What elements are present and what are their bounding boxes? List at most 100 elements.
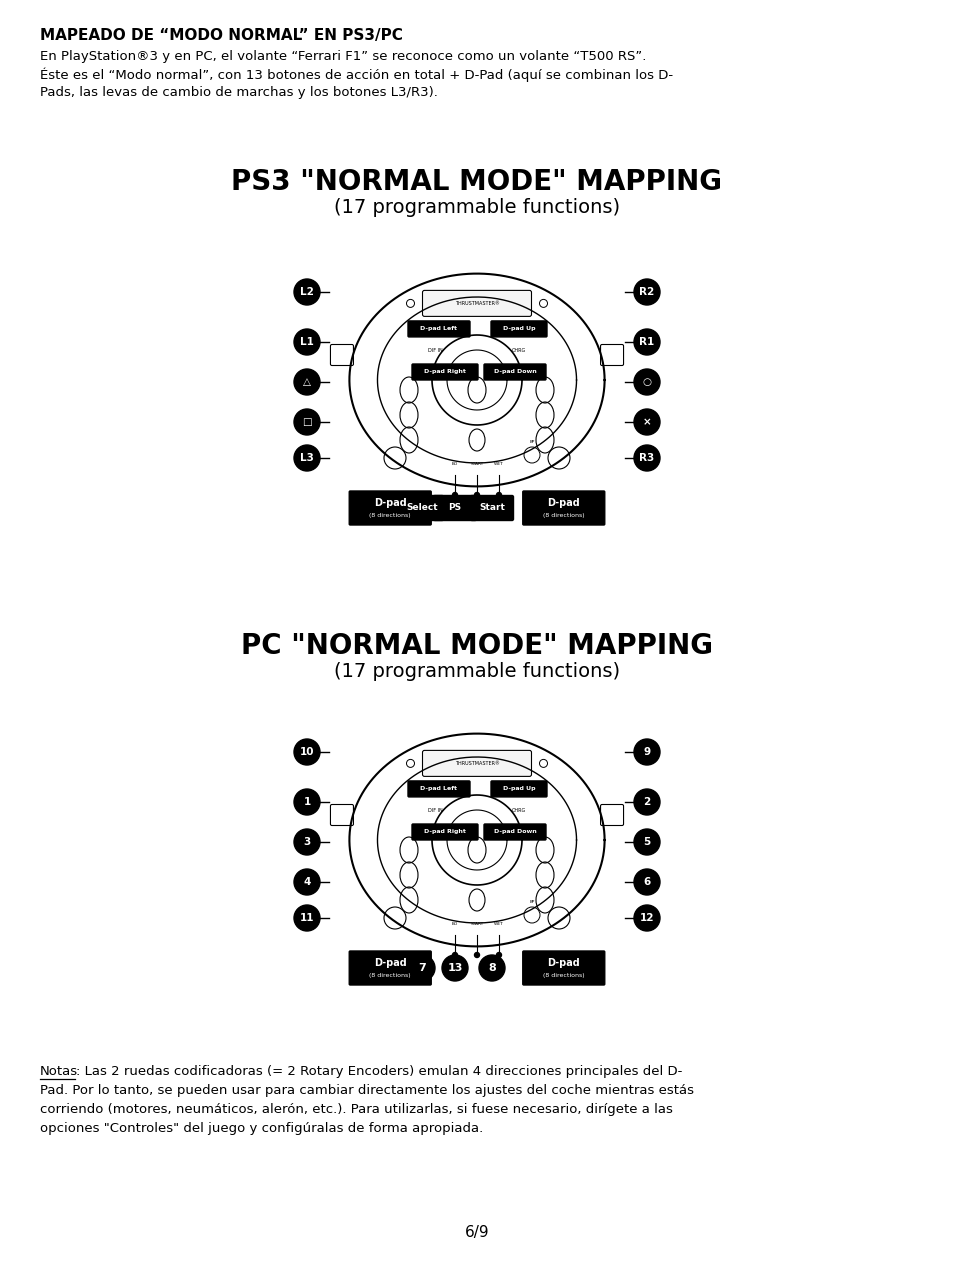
Circle shape [409,955,435,981]
Text: Éste es el “Modo normal”, con 13 botones de acción en total + D-Pad (aquí se com: Éste es el “Modo normal”, con 13 botones… [40,67,673,83]
Text: BP: BP [529,440,534,444]
FancyBboxPatch shape [349,951,431,985]
FancyBboxPatch shape [330,804,353,826]
Circle shape [496,953,501,958]
Text: D-pad Up: D-pad Up [502,327,535,332]
Circle shape [294,829,319,855]
Circle shape [634,739,659,764]
Circle shape [294,369,319,396]
Text: THRUSTMASTER®: THRUSTMASTER® [455,761,498,766]
Text: (17 programmable functions): (17 programmable functions) [334,661,619,681]
Circle shape [634,279,659,305]
FancyBboxPatch shape [408,321,470,337]
FancyBboxPatch shape [400,496,443,520]
Text: □: □ [302,417,312,427]
Text: 11: 11 [299,913,314,923]
FancyBboxPatch shape [422,290,531,317]
Text: L1: L1 [300,337,314,347]
Text: 3: 3 [303,837,311,847]
FancyBboxPatch shape [470,496,513,520]
Text: CHRG: CHRG [512,347,525,352]
Text: ×: × [642,417,651,427]
Text: START: START [470,462,483,466]
Circle shape [496,492,501,497]
Text: △: △ [303,377,311,387]
Text: WET: WET [494,462,503,466]
Text: 4: 4 [303,876,311,887]
Text: Pads, las levas de cambio de marchas y los botones L3/R3).: Pads, las levas de cambio de marchas y l… [40,86,437,99]
Text: DIF IN: DIF IN [427,808,442,813]
Text: ○: ○ [641,377,651,387]
Text: 10: 10 [299,747,314,757]
Circle shape [294,329,319,355]
Text: D-pad Up: D-pad Up [502,786,535,791]
Text: CHRG: CHRG [512,808,525,813]
Text: MAPEADO DE “MODO NORMAL” EN PS3/PC: MAPEADO DE “MODO NORMAL” EN PS3/PC [40,28,402,43]
Text: BP: BP [529,901,534,904]
Text: THRUSTMASTER®: THRUSTMASTER® [455,301,498,305]
Text: START: START [470,922,483,926]
FancyBboxPatch shape [412,824,477,840]
Text: D-pad Down: D-pad Down [493,369,536,374]
FancyBboxPatch shape [522,491,604,525]
Circle shape [634,904,659,931]
Text: corriendo (motores, neumáticos, alerón, etc.). Para utilizarlas, si fuese necesa: corriendo (motores, neumáticos, alerón, … [40,1103,672,1116]
Text: D-pad Left: D-pad Left [420,786,457,791]
Text: D-pad: D-pad [547,499,579,508]
Circle shape [294,279,319,305]
Text: D-pad Right: D-pad Right [424,369,465,374]
Circle shape [441,955,468,981]
FancyBboxPatch shape [522,951,604,985]
Text: 13: 13 [447,963,462,973]
FancyBboxPatch shape [600,345,623,365]
Text: 6/9: 6/9 [464,1225,489,1240]
Text: D-pad Left: D-pad Left [420,327,457,332]
Text: BO: BO [452,922,457,926]
Text: 1: 1 [303,798,311,806]
Circle shape [474,492,479,497]
FancyBboxPatch shape [408,781,470,798]
Circle shape [634,329,659,355]
Text: (8 directions): (8 directions) [542,513,584,518]
Circle shape [294,904,319,931]
Circle shape [294,410,319,435]
FancyBboxPatch shape [422,750,531,776]
Circle shape [294,869,319,895]
Circle shape [452,492,457,497]
Text: 6: 6 [642,876,650,887]
Text: Pad. Por lo tanto, se pueden usar para cambiar directamente los ajustes del coch: Pad. Por lo tanto, se pueden usar para c… [40,1084,693,1096]
Text: (17 programmable functions): (17 programmable functions) [334,198,619,218]
Circle shape [452,953,457,958]
Text: 7: 7 [417,963,425,973]
Text: (8 directions): (8 directions) [542,973,584,977]
Text: Start: Start [478,504,504,513]
Circle shape [478,955,504,981]
Text: L3: L3 [300,453,314,463]
Text: 9: 9 [642,747,650,757]
Circle shape [634,789,659,815]
FancyBboxPatch shape [483,824,545,840]
Text: D-pad: D-pad [374,499,406,508]
Text: D-pad Right: D-pad Right [424,829,465,834]
FancyBboxPatch shape [491,781,546,798]
FancyBboxPatch shape [483,364,545,380]
Text: 12: 12 [639,913,654,923]
Text: R2: R2 [639,287,654,296]
Text: Notas: Notas [40,1065,78,1077]
Text: (8 directions): (8 directions) [369,513,411,518]
Text: R3: R3 [639,453,654,463]
FancyBboxPatch shape [349,491,431,525]
Text: L2: L2 [300,287,314,296]
Text: WET: WET [494,922,503,926]
FancyBboxPatch shape [433,496,476,520]
Text: Select: Select [406,504,437,513]
Circle shape [634,410,659,435]
Text: opciones "Controles" del juego y configúralas de forma apropiada.: opciones "Controles" del juego y configú… [40,1122,483,1135]
Circle shape [294,739,319,764]
Text: PS3 "NORMAL MODE" MAPPING: PS3 "NORMAL MODE" MAPPING [232,168,721,196]
Circle shape [634,869,659,895]
Text: R1: R1 [639,337,654,347]
FancyBboxPatch shape [412,364,477,380]
Text: BO: BO [452,462,457,466]
FancyBboxPatch shape [491,321,546,337]
